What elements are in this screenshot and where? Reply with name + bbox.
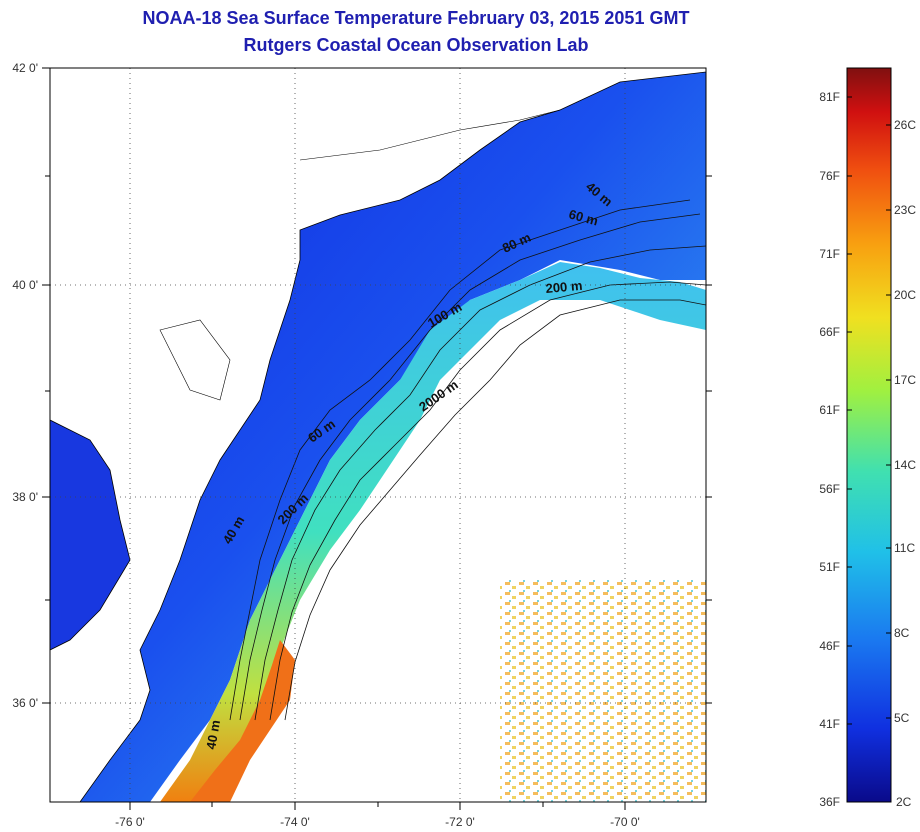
map-subtitle: Rutgers Coastal Ocean Observation Lab [243,35,589,55]
cb-c-11: 11C [894,541,915,555]
lat-label-36: 36 0' [12,696,38,710]
gulf-stream-edge [190,640,295,802]
long-island-outline [299,109,561,161]
lon-label-70: -70 0' [610,815,640,829]
shelf-water [80,70,706,802]
colorbar [846,67,892,803]
warm-speckle-field [500,580,706,802]
cb-f-56: 56F [819,482,840,496]
lon-label-74: -74 0' [280,815,310,829]
lon-label-72: -72 0' [445,815,475,829]
contour-label-40m-south: 40 m [203,719,223,751]
chesapeake-water [50,420,130,650]
contour-label-200m-north: 200 m [545,278,583,296]
cb-f-41: 41F [819,717,840,731]
axis-ticks [42,67,712,810]
cb-f-81: 81F [819,90,840,104]
lon-label-76: -76 0' [115,815,145,829]
cb-f-46: 46F [819,639,840,653]
cb-c-5: 5C [894,711,910,725]
cb-c-20: 20C [894,288,916,302]
cb-f-36: 36F [819,795,840,809]
map-title: NOAA-18 Sea Surface Temperature February… [142,8,690,28]
lat-label-42: 42 0' [12,61,38,75]
slope-water [160,262,706,802]
bathymetry-contours [229,199,706,721]
cb-c-8: 8C [894,626,910,640]
cb-c-14: 14C [894,458,916,472]
delaware-bay-outline [159,319,231,401]
lat-label-40: 40 0' [12,278,38,292]
cb-f-61: 61F [819,403,840,417]
cb-f-51: 51F [819,560,840,574]
cb-c-2: 2C [896,795,912,809]
contour-label-60m-north: 60 m [567,206,600,228]
cb-c-17: 17C [894,373,916,387]
landmass [50,68,706,802]
cb-f-71: 71F [819,247,840,261]
cb-c-23: 23C [894,203,916,217]
cb-c-26: 26C [894,118,916,132]
lat-label-38: 38 0' [12,490,38,504]
colorbar-ticks [847,96,891,725]
cb-f-66: 66F [819,325,840,339]
cb-f-76: 76F [819,169,840,183]
